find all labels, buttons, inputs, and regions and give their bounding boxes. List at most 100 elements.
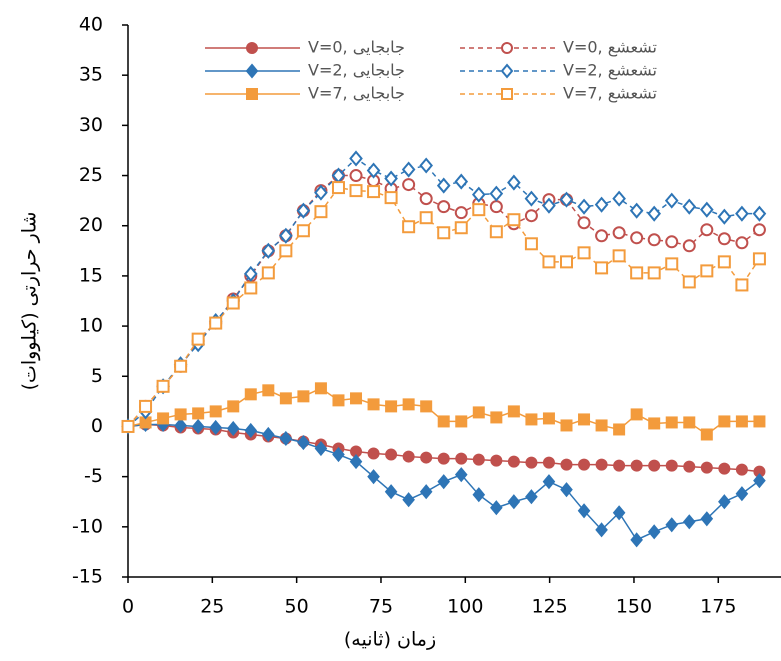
marker — [647, 205, 662, 222]
marker — [226, 296, 240, 310]
marker — [174, 359, 188, 373]
marker — [472, 453, 485, 466]
marker — [542, 255, 556, 269]
marker — [367, 398, 380, 411]
marker — [279, 430, 293, 447]
marker — [350, 392, 363, 405]
marker — [507, 174, 521, 191]
marker — [577, 198, 591, 215]
marker — [402, 492, 415, 508]
marker — [542, 197, 556, 214]
marker — [489, 185, 504, 202]
x-tick-label: 25 — [200, 596, 224, 618]
marker — [613, 423, 626, 436]
marker — [735, 486, 749, 502]
marker — [209, 316, 223, 330]
marker — [401, 161, 416, 178]
marker — [419, 484, 433, 500]
marker — [735, 463, 748, 476]
marker — [700, 201, 714, 218]
marker — [402, 178, 416, 192]
legend-label: V=2, جابجایی — [308, 61, 405, 80]
y-axis-label: شار حرارتی (کیلووات) — [19, 212, 41, 391]
marker — [577, 503, 591, 519]
marker — [454, 467, 468, 483]
marker — [332, 446, 345, 463]
marker — [507, 213, 521, 227]
marker — [349, 169, 363, 183]
marker — [279, 392, 292, 405]
marker — [700, 428, 713, 441]
marker — [262, 426, 275, 443]
marker — [700, 264, 714, 278]
marker — [191, 332, 205, 346]
marker — [578, 458, 591, 471]
marker — [630, 459, 643, 472]
marker — [296, 224, 310, 238]
marker — [385, 448, 398, 461]
marker — [735, 236, 749, 250]
marker — [507, 405, 520, 418]
marker — [246, 42, 258, 54]
marker — [489, 225, 503, 239]
marker — [683, 460, 696, 473]
marker — [419, 211, 433, 225]
marker — [227, 400, 240, 413]
series-line — [127, 157, 760, 428]
marker — [682, 239, 696, 253]
y-tick-label: 20 — [79, 214, 103, 236]
marker — [753, 473, 766, 489]
marker — [367, 469, 380, 485]
marker — [595, 458, 608, 471]
marker — [157, 412, 170, 425]
marker — [244, 422, 258, 439]
marker — [524, 190, 539, 207]
y-tick-label: -15 — [72, 566, 103, 588]
y-tick-label: 25 — [79, 164, 103, 186]
marker — [577, 216, 591, 230]
marker — [121, 419, 135, 433]
marker — [420, 400, 433, 413]
marker — [402, 220, 416, 234]
marker — [665, 517, 679, 533]
marker — [647, 233, 661, 247]
marker — [261, 266, 275, 280]
marker — [735, 205, 749, 222]
marker — [665, 235, 679, 249]
marker — [501, 88, 513, 100]
y-tick-label: 35 — [79, 64, 103, 86]
marker — [700, 461, 713, 474]
marker — [613, 459, 626, 472]
marker — [367, 185, 381, 199]
marker — [560, 482, 573, 498]
marker — [752, 252, 766, 266]
marker — [419, 157, 433, 174]
marker — [454, 221, 468, 235]
marker — [490, 454, 503, 467]
marker — [753, 415, 766, 428]
marker — [683, 416, 696, 429]
marker — [402, 398, 415, 411]
marker — [718, 494, 731, 510]
marker — [314, 184, 328, 201]
marker — [209, 419, 223, 436]
y-tick-label: 10 — [79, 315, 103, 337]
marker — [490, 411, 503, 424]
marker — [384, 484, 398, 500]
marker — [700, 511, 714, 527]
y-tick-label: 40 — [79, 14, 103, 36]
marker — [490, 500, 503, 516]
y-tick-label: 5 — [91, 365, 103, 387]
marker — [472, 203, 486, 217]
marker — [349, 184, 363, 198]
marker — [296, 202, 311, 219]
marker — [718, 415, 731, 428]
series-line — [127, 174, 760, 427]
marker — [665, 257, 679, 271]
y-tick-label: 30 — [79, 114, 103, 136]
marker — [595, 229, 609, 243]
marker — [297, 390, 310, 403]
marker — [174, 417, 187, 434]
marker — [192, 407, 205, 420]
